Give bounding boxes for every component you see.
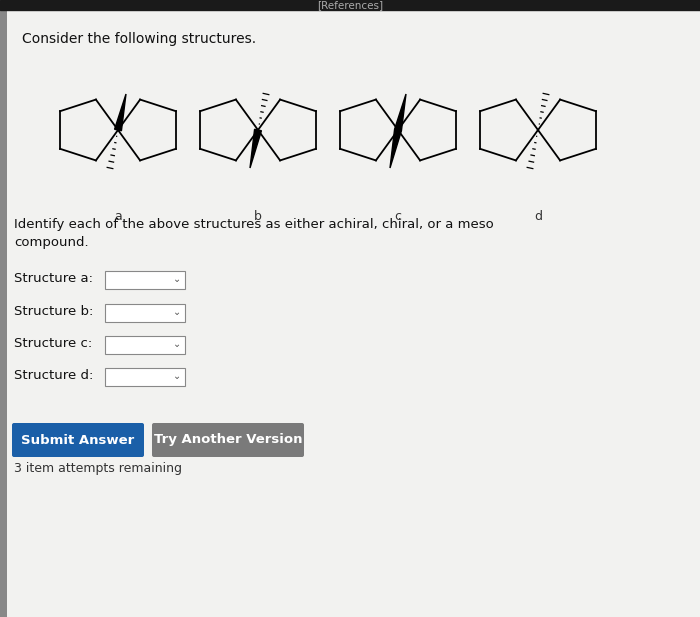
Bar <box>105 271 185 289</box>
Text: [References]: [References] <box>317 0 383 10</box>
Text: a: a <box>114 210 122 223</box>
Text: Identify each of the above structures as either achiral, chiral, or a meso
compo: Identify each of the above structures as… <box>14 218 493 249</box>
Bar <box>0 10 7 617</box>
Text: b: b <box>254 210 262 223</box>
Text: 3 item attempts remaining: 3 item attempts remaining <box>14 462 182 475</box>
Bar <box>105 368 185 386</box>
Bar <box>0 0 700 10</box>
Text: Structure c:: Structure c: <box>14 337 92 350</box>
Polygon shape <box>115 94 126 131</box>
Text: Submit Answer: Submit Answer <box>22 434 134 447</box>
Text: ⌄: ⌄ <box>173 339 181 349</box>
Text: ⌄: ⌄ <box>173 371 181 381</box>
Bar <box>105 304 185 322</box>
Text: Consider the following structures.: Consider the following structures. <box>22 32 256 46</box>
Text: Structure d:: Structure d: <box>14 369 93 382</box>
Text: ⌄: ⌄ <box>173 307 181 317</box>
Bar <box>105 336 185 354</box>
Text: Try Another Version: Try Another Version <box>154 434 302 447</box>
Text: Structure b:: Structure b: <box>14 305 93 318</box>
Text: ⌄: ⌄ <box>173 274 181 284</box>
Polygon shape <box>395 94 406 131</box>
FancyBboxPatch shape <box>12 423 144 457</box>
Text: Structure a:: Structure a: <box>14 272 93 285</box>
Polygon shape <box>250 130 261 168</box>
Polygon shape <box>390 130 401 168</box>
Text: c: c <box>395 210 402 223</box>
Text: d: d <box>534 210 542 223</box>
FancyBboxPatch shape <box>152 423 304 457</box>
